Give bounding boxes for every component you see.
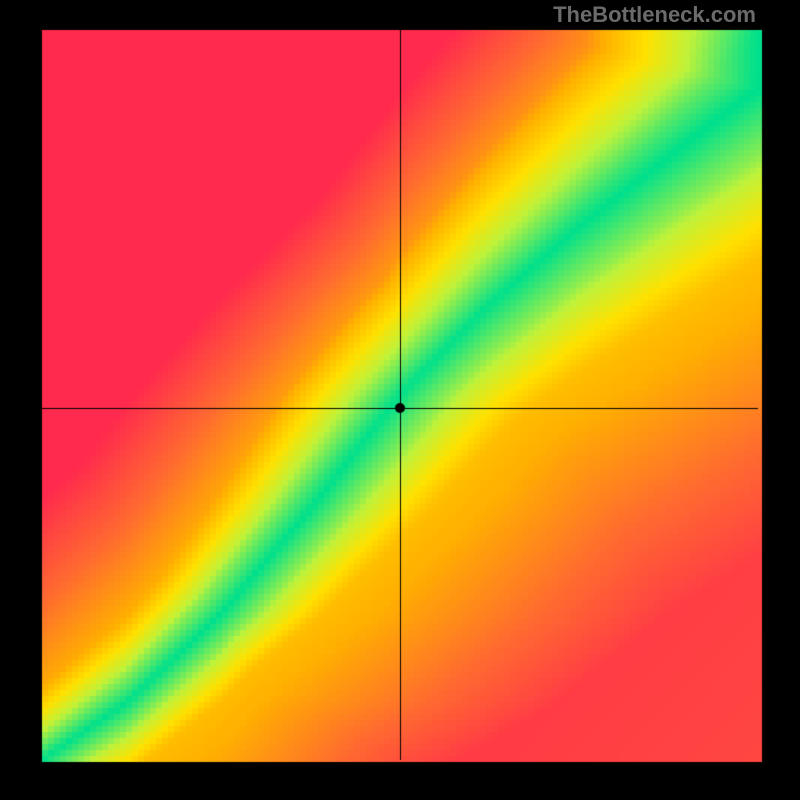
chart-container: TheBottleneck.com [0,0,800,800]
heatmap-canvas [0,0,800,800]
watermark-text: TheBottleneck.com [553,2,756,28]
